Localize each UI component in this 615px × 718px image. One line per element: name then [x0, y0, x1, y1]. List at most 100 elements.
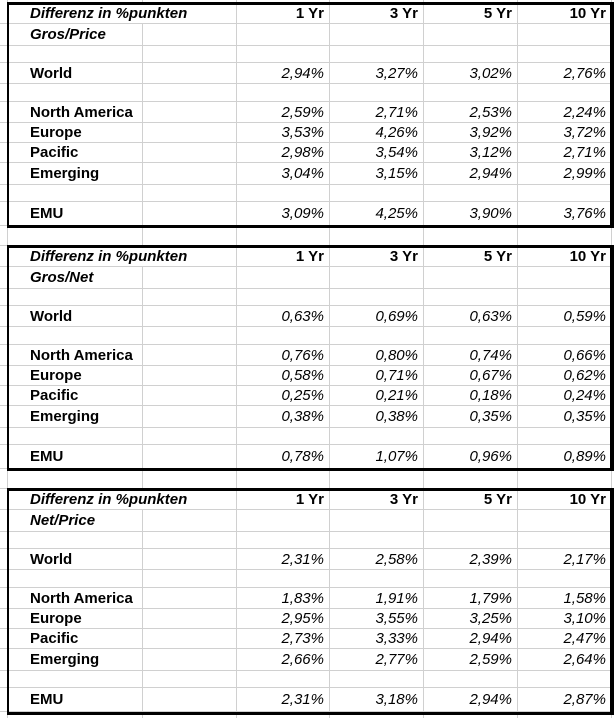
value-cell[interactable]: 1,91%: [330, 588, 424, 609]
value-cell[interactable]: 0,71%: [330, 366, 424, 386]
cell-empty[interactable]: [424, 84, 518, 102]
value-cell[interactable]: 3,55%: [330, 609, 424, 629]
column-header-cell[interactable]: 1 Yr: [237, 489, 330, 510]
value-cell[interactable]: 2,99%: [518, 163, 612, 185]
value-cell[interactable]: 3,90%: [424, 202, 518, 226]
cell-empty[interactable]: [143, 267, 237, 289]
value-cell[interactable]: 2,31%: [237, 549, 330, 570]
cell-empty[interactable]: [518, 185, 612, 202]
cell-empty[interactable]: [143, 688, 237, 712]
value-cell[interactable]: 3,10%: [518, 609, 612, 629]
value-cell[interactable]: 2,53%: [424, 102, 518, 123]
value-cell[interactable]: 2,98%: [237, 143, 330, 163]
row-label-cell[interactable]: North America: [8, 588, 143, 609]
value-cell[interactable]: 0,58%: [237, 366, 330, 386]
cell-empty[interactable]: [518, 510, 612, 532]
cell-empty[interactable]: [424, 289, 518, 306]
value-cell[interactable]: 0,96%: [424, 445, 518, 469]
cell-empty[interactable]: [143, 609, 237, 629]
cell-empty[interactable]: [143, 510, 237, 532]
value-cell[interactable]: 3,92%: [424, 123, 518, 143]
cell-empty[interactable]: [424, 267, 518, 289]
cell-empty[interactable]: [8, 428, 143, 445]
value-cell[interactable]: 2,64%: [518, 649, 612, 671]
cell-empty[interactable]: [143, 46, 237, 63]
cell-empty[interactable]: [143, 306, 237, 327]
cell-empty[interactable]: [424, 185, 518, 202]
section-title-cell[interactable]: Differenz in %punkten: [8, 489, 237, 510]
cell-empty[interactable]: [518, 84, 612, 102]
column-header-cell[interactable]: 5 Yr: [424, 246, 518, 267]
value-cell[interactable]: 2,77%: [330, 649, 424, 671]
row-label-cell[interactable]: World: [8, 549, 143, 570]
cell-empty[interactable]: [424, 46, 518, 63]
cell-empty[interactable]: [330, 327, 424, 345]
row-label-cell[interactable]: Pacific: [8, 386, 143, 406]
cell-empty[interactable]: [237, 84, 330, 102]
section-subtitle-cell[interactable]: Net/Price: [8, 510, 143, 532]
value-cell[interactable]: 0,35%: [424, 406, 518, 428]
cell-empty[interactable]: [330, 185, 424, 202]
cell-empty[interactable]: [8, 185, 143, 202]
value-cell[interactable]: 4,26%: [330, 123, 424, 143]
row-label-cell[interactable]: Emerging: [8, 406, 143, 428]
value-cell[interactable]: 0,59%: [518, 306, 612, 327]
value-cell[interactable]: 2,47%: [518, 629, 612, 649]
column-header-cell[interactable]: 3 Yr: [330, 489, 424, 510]
value-cell[interactable]: 2,73%: [237, 629, 330, 649]
cell-empty[interactable]: [518, 671, 612, 688]
cell-empty[interactable]: [330, 570, 424, 588]
cell-empty[interactable]: [143, 163, 237, 185]
value-cell[interactable]: 0,76%: [237, 345, 330, 366]
value-cell[interactable]: 2,59%: [237, 102, 330, 123]
row-label-cell[interactable]: North America: [8, 102, 143, 123]
cell-empty[interactable]: [518, 532, 612, 549]
value-cell[interactable]: 2,94%: [424, 629, 518, 649]
cell-empty[interactable]: [237, 428, 330, 445]
value-cell[interactable]: 2,17%: [518, 549, 612, 570]
cell-empty[interactable]: [518, 267, 612, 289]
value-cell[interactable]: 3,04%: [237, 163, 330, 185]
cell-empty[interactable]: [143, 588, 237, 609]
value-cell[interactable]: 2,66%: [237, 649, 330, 671]
value-cell[interactable]: 0,38%: [330, 406, 424, 428]
cell-empty[interactable]: [143, 428, 237, 445]
cell-empty[interactable]: [143, 202, 237, 226]
column-header-cell[interactable]: 10 Yr: [518, 3, 612, 24]
value-cell[interactable]: 1,79%: [424, 588, 518, 609]
cell-empty[interactable]: [237, 510, 330, 532]
row-label-cell[interactable]: Pacific: [8, 143, 143, 163]
value-cell[interactable]: 0,67%: [424, 366, 518, 386]
value-cell[interactable]: 2,39%: [424, 549, 518, 570]
cell-empty[interactable]: [143, 406, 237, 428]
row-label-cell[interactable]: Emerging: [8, 649, 143, 671]
value-cell[interactable]: 2,24%: [518, 102, 612, 123]
cell-empty[interactable]: [143, 185, 237, 202]
cell-empty[interactable]: [330, 289, 424, 306]
column-header-cell[interactable]: 3 Yr: [330, 246, 424, 267]
cell-empty[interactable]: [237, 185, 330, 202]
row-label-cell[interactable]: Europe: [8, 609, 143, 629]
value-cell[interactable]: 2,31%: [237, 688, 330, 712]
cell-empty[interactable]: [8, 84, 143, 102]
cell-empty[interactable]: [143, 289, 237, 306]
value-cell[interactable]: 2,95%: [237, 609, 330, 629]
cell-empty[interactable]: [143, 671, 237, 688]
cell-empty[interactable]: [518, 428, 612, 445]
value-cell[interactable]: 0,69%: [330, 306, 424, 327]
row-label-cell[interactable]: EMU: [8, 202, 143, 226]
section-title-cell[interactable]: Differenz in %punkten: [8, 3, 237, 24]
value-cell[interactable]: 1,58%: [518, 588, 612, 609]
value-cell[interactable]: 2,71%: [330, 102, 424, 123]
value-cell[interactable]: 2,76%: [518, 63, 612, 84]
value-cell[interactable]: 3,25%: [424, 609, 518, 629]
cell-empty[interactable]: [8, 327, 143, 345]
value-cell[interactable]: 0,66%: [518, 345, 612, 366]
value-cell[interactable]: 3,12%: [424, 143, 518, 163]
column-header-cell[interactable]: 5 Yr: [424, 3, 518, 24]
value-cell[interactable]: 3,15%: [330, 163, 424, 185]
column-header-cell[interactable]: 10 Yr: [518, 489, 612, 510]
section-subtitle-cell[interactable]: Gros/Net: [8, 267, 143, 289]
cell-empty[interactable]: [8, 46, 143, 63]
value-cell[interactable]: 0,24%: [518, 386, 612, 406]
